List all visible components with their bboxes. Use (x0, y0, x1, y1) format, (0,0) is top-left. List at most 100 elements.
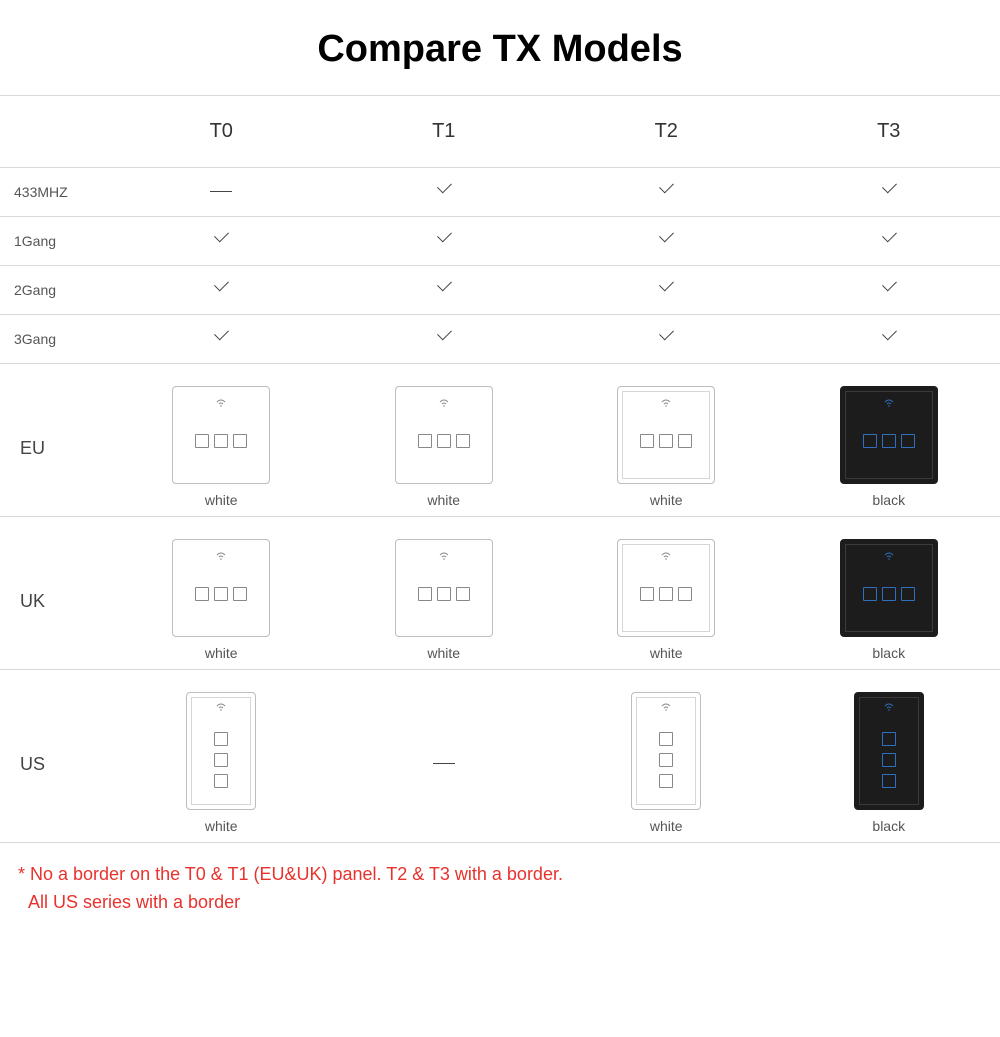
region-cell: white (555, 364, 778, 517)
button-group (214, 732, 228, 788)
panel-caption: white (186, 818, 256, 834)
page-title: Compare TX Models (0, 0, 1000, 95)
panel-caption: black (854, 818, 924, 834)
switch-button (659, 753, 673, 767)
region-cell: white (110, 670, 333, 843)
switch-button (233, 587, 247, 601)
region-row: UK white white white black (0, 517, 1000, 670)
switch-button (901, 434, 915, 448)
feature-cell (333, 168, 556, 217)
panel-wrap: white (395, 386, 493, 508)
switch-button (659, 587, 673, 601)
feature-row: 2Gang (0, 266, 1000, 315)
panel-wrap: black (840, 539, 938, 661)
check-icon (210, 233, 232, 245)
region-cell: white (110, 517, 333, 670)
button-group (418, 434, 470, 448)
footnote-line: All US series with a border (18, 889, 982, 917)
panel-wrap: white (186, 692, 256, 834)
wifi-icon (216, 703, 226, 713)
comparison-table: T0T1T2T3433MHZ1Gang2Gang3GangEU white whit… (0, 95, 1000, 842)
column-header: T0 (110, 96, 333, 168)
check-icon (433, 282, 455, 294)
feature-cell (110, 315, 333, 364)
row-label: UK (0, 517, 110, 670)
region-cell: white (333, 364, 556, 517)
check-icon (210, 282, 232, 294)
switch-button (195, 434, 209, 448)
comparison-tbody: T0T1T2T3433MHZ1Gang2Gang3GangEU white whit… (0, 96, 1000, 843)
feature-row: 3Gang (0, 315, 1000, 364)
switch-button (678, 434, 692, 448)
wifi-icon (439, 399, 449, 409)
feature-cell (333, 217, 556, 266)
switch-panel (172, 386, 270, 484)
feature-cell (110, 266, 333, 315)
check-icon (210, 331, 232, 343)
switch-button (214, 587, 228, 601)
switch-panel (840, 386, 938, 484)
panel-caption: white (617, 492, 715, 508)
dash-icon (210, 191, 232, 193)
panel-wrap: white (172, 539, 270, 661)
panel-caption: white (395, 645, 493, 661)
wifi-icon (884, 552, 894, 562)
feature-cell (778, 315, 1000, 364)
region-cell: white (555, 670, 778, 843)
button-group (418, 587, 470, 601)
panel-wrap: white (631, 692, 701, 834)
switch-button (882, 434, 896, 448)
feature-cell (333, 315, 556, 364)
panel-wrap: black (840, 386, 938, 508)
wifi-icon (661, 703, 671, 713)
wifi-icon (884, 703, 894, 713)
column-header: T1 (333, 96, 556, 168)
check-icon (433, 233, 455, 245)
region-cell: white (110, 364, 333, 517)
dash-icon (433, 763, 455, 765)
panel-wrap: black (854, 692, 924, 834)
row-label: EU (0, 364, 110, 517)
switch-button (863, 587, 877, 601)
switch-panel (617, 386, 715, 484)
check-icon (655, 331, 677, 343)
header-blank (0, 96, 110, 168)
switch-button (456, 434, 470, 448)
feature-cell (555, 266, 778, 315)
switch-button (901, 587, 915, 601)
switch-panel (186, 692, 256, 810)
feature-cell (778, 168, 1000, 217)
button-group (195, 434, 247, 448)
button-group (195, 587, 247, 601)
region-row: EU white white white black (0, 364, 1000, 517)
panel-wrap: white (617, 386, 715, 508)
row-label: 1Gang (0, 217, 110, 266)
button-group (863, 434, 915, 448)
region-cell (333, 670, 556, 843)
panel-caption: black (840, 492, 938, 508)
switch-button (659, 434, 673, 448)
panel-caption: white (172, 492, 270, 508)
wifi-icon (439, 552, 449, 562)
button-group (640, 434, 692, 448)
panel-caption: white (395, 492, 493, 508)
switch-button (418, 434, 432, 448)
table-header-row: T0T1T2T3 (0, 96, 1000, 168)
row-label: 433MHZ (0, 168, 110, 217)
feature-cell (555, 217, 778, 266)
panel-wrap: white (395, 539, 493, 661)
footnote: * No a border on the T0 & T1 (EU&UK) pan… (0, 842, 1000, 917)
region-cell: white (555, 517, 778, 670)
wifi-icon (216, 399, 226, 409)
switch-button (882, 774, 896, 788)
wifi-icon (661, 552, 671, 562)
check-icon (878, 331, 900, 343)
switch-panel (395, 386, 493, 484)
wifi-icon (661, 399, 671, 409)
switch-button (214, 434, 228, 448)
switch-button (882, 732, 896, 746)
row-label: 2Gang (0, 266, 110, 315)
region-row: USwhitewhiteblack (0, 670, 1000, 843)
switch-panel (395, 539, 493, 637)
switch-button (640, 434, 654, 448)
